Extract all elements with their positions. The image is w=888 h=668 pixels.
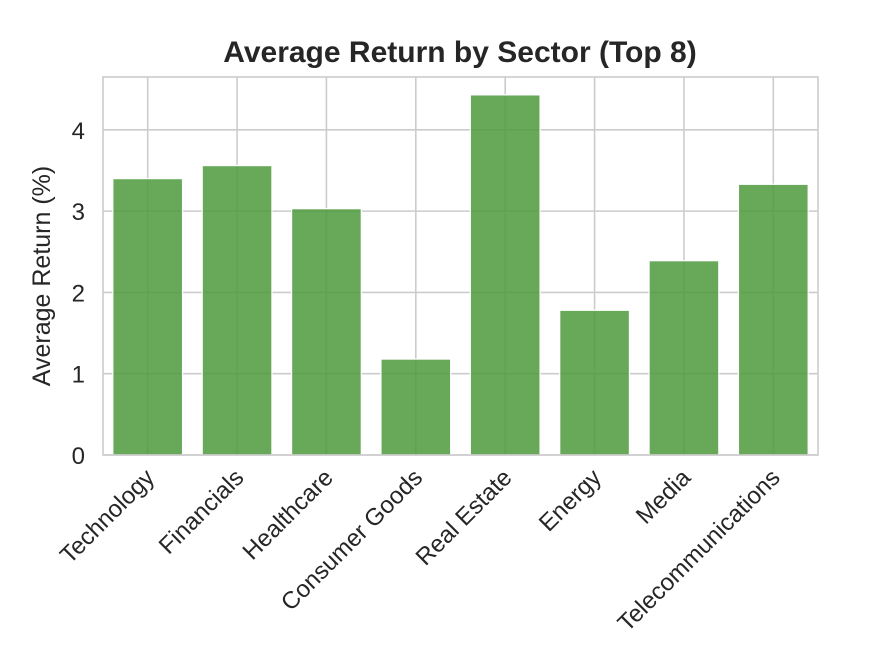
x-tick-label: Financials [154,464,249,559]
plot-frame [102,76,819,456]
bars [112,94,809,456]
bar-healthcare [290,208,362,456]
x-tick-label: Media [631,464,697,530]
y-tick-label: 3 [72,199,85,226]
bar-consumer-goods [380,358,452,456]
bar-financials [201,165,273,456]
x-tick-label: Real Estate [411,464,518,571]
x-tick-label: Technology [55,464,160,569]
y-tick-label: 0 [72,443,85,470]
bar-telecommunications [737,183,809,456]
y-tick-label: 1 [72,362,85,389]
y-tick-label: 4 [72,118,85,145]
x-tick-label: Energy [534,464,607,537]
x-tick-label: Telecommunications [613,464,786,637]
bar-technology [112,178,184,456]
bar-media [648,260,720,456]
y-axis-ticks: 0 1 2 3 4 [72,118,85,470]
y-tick-label: 2 [72,280,85,307]
bar-real-estate [469,94,541,456]
chart-title: Average Return by Sector (Top 8) [223,36,696,69]
y-axis-label: Average Return (%) [28,166,56,386]
bar-energy [559,309,631,456]
